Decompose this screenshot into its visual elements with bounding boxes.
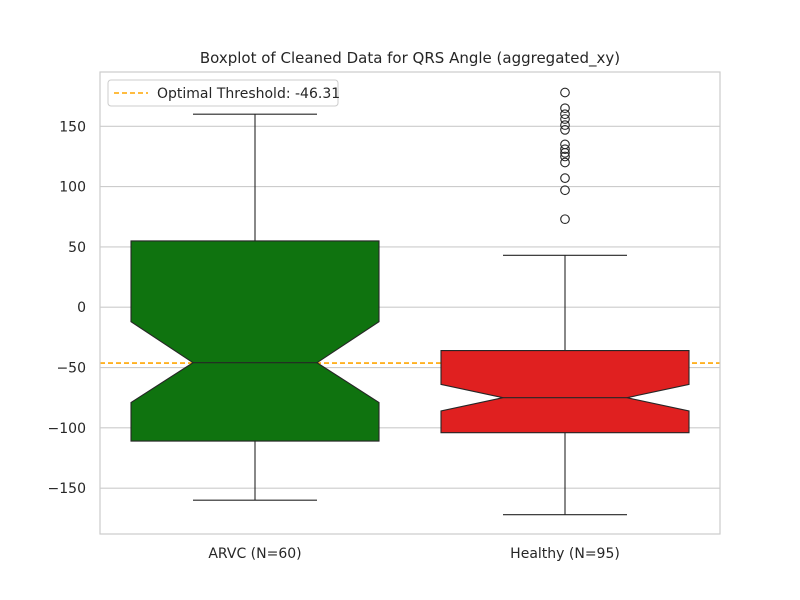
y-tick-label: −100	[48, 421, 86, 437]
x-tick-label: Healthy (N=95)	[510, 546, 620, 562]
y-tick-label: −150	[48, 481, 86, 497]
outlier-point	[560, 214, 570, 225]
chart-title: Boxplot of Cleaned Data for QRS Angle (a…	[200, 49, 620, 68]
legend-box	[107, 79, 339, 107]
y-tick-label: 0	[77, 300, 86, 316]
outlier-point	[560, 87, 570, 98]
legend-threshold-label: Optimal Threshold: -46.31	[157, 86, 340, 102]
outlier-point	[560, 125, 570, 135]
outlier-point	[560, 103, 570, 114]
outlier-point	[560, 114, 570, 124]
outlier-point	[560, 185, 570, 196]
box-body	[130, 240, 380, 442]
x-tick-label: ARVC (N=60)	[208, 546, 301, 562]
plot-frame	[99, 71, 721, 535]
outlier-point	[560, 173, 570, 184]
outlier-point	[560, 109, 570, 120]
y-tick-labels: −150 −100 −50 0 50 100 150	[48, 119, 86, 497]
y-tick-label: 150	[59, 119, 86, 135]
box-body	[440, 350, 690, 434]
y-tick-label: 100	[59, 180, 86, 196]
outlier-point	[560, 120, 570, 130]
box-group	[130, 113, 380, 501]
outlier-point	[560, 139, 570, 150]
outlier-point	[560, 157, 570, 168]
outlier-point	[560, 151, 570, 162]
x-tick-labels: ARVC (N=60) Healthy (N=95)	[208, 546, 619, 562]
y-tick-label: −50	[56, 361, 86, 377]
outlier-point	[560, 144, 570, 155]
box-group	[440, 87, 690, 516]
legend: Optimal Threshold: -46.31	[107, 79, 340, 107]
boxes-layer	[130, 87, 690, 516]
y-tick-label: 50	[68, 240, 86, 256]
